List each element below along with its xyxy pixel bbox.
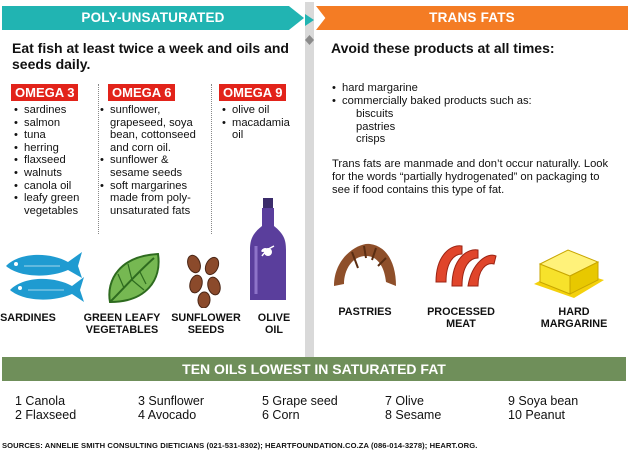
list-item: canola oil <box>14 180 100 193</box>
trans-fats-list: hard margarine commercially baked produc… <box>332 82 622 107</box>
omega6-label: OMEGA 6 <box>108 84 176 101</box>
sub-item: crisps <box>356 133 386 146</box>
omega9-label: OMEGA 9 <box>219 84 287 101</box>
greens-caption: GREEN LEAFY VEGETABLES <box>83 312 161 336</box>
sub-item: biscuits <box>356 108 394 120</box>
source-note: SOURCES: ANNELIE SMITH CONSULTING DIETIC… <box>2 441 478 450</box>
oil-item: 2 Flaxseed <box>15 408 77 422</box>
oil-item: 5 Grape seed <box>262 394 338 408</box>
list-item: sunflower & sesame seeds <box>100 154 210 179</box>
oil-item: 6 Corn <box>262 408 300 422</box>
sausage-icon <box>435 245 497 287</box>
trans-fats-header: TRANS FATS <box>316 6 628 30</box>
omega-separator <box>211 84 212 234</box>
list-item: soft margarines made from poly-unsaturat… <box>100 180 210 218</box>
list-item: tuna <box>14 129 100 142</box>
right-intro: Avoid these products at all times: <box>331 40 555 56</box>
pastries-caption: PASTRIES <box>338 306 392 318</box>
list-item: herring <box>14 142 100 155</box>
list-item: commercially baked products such as: <box>332 95 622 108</box>
omega3-label: OMEGA 3 <box>11 84 79 101</box>
oil-item: 1 Canola <box>15 394 66 408</box>
divider-arrow-icon <box>305 14 314 26</box>
list-item: sardines <box>14 104 100 117</box>
oil-item: 4 Avocado <box>138 408 197 422</box>
seeds-icon <box>187 254 221 308</box>
list-item: olive oil <box>222 104 304 117</box>
meat-caption: PROCESSED MEAT <box>427 306 495 330</box>
omega3-list: sardines salmon tuna herring flaxseed wa… <box>14 104 100 217</box>
ten-oils-band: TEN OILS LOWEST IN SATURATED FAT <box>2 357 626 381</box>
olive-oil-bottle-icon <box>250 198 286 300</box>
oil-item: 7 Olive <box>385 394 424 408</box>
omega6-list: sunflower, grapeseed, soya bean, cottons… <box>100 104 210 217</box>
omega9-list: olive oil macadamia oil <box>222 104 304 142</box>
margarine-caption: HARD MARGARINE <box>540 306 608 330</box>
polyunsaturated-header: POLY-UNSATURATED <box>2 6 304 30</box>
oil-item: 10 Peanut <box>508 408 565 422</box>
list-item: walnuts <box>14 167 100 180</box>
list-item: flaxseed <box>14 154 100 167</box>
sub-item: pastries <box>356 120 396 133</box>
divider-diamond-icon <box>305 35 314 45</box>
olive-caption: OLIVE OIL <box>257 312 291 336</box>
list-item: salmon <box>14 117 100 130</box>
butter-icon <box>534 249 604 298</box>
column-divider <box>305 2 314 358</box>
oil-item: 3 Sunflower <box>138 394 205 408</box>
seeds-caption: SUNFLOWER SEEDS <box>171 312 241 336</box>
croissant-icon <box>334 243 396 286</box>
oil-item: 8 Sesame <box>385 408 442 422</box>
trans-fats-note: Trans fats are manmade and don’t occur n… <box>332 158 609 196</box>
trans-sub-list: biscuits pastries crisps <box>332 108 395 146</box>
oil-item: 9 Soya bean <box>508 394 579 408</box>
list-item: macadamia oil <box>222 117 304 142</box>
list-item: sunflower, grapeseed, soya bean, cottons… <box>100 104 210 154</box>
list-item: hard margarine <box>332 82 622 95</box>
sardines-caption: SARDINES <box>0 312 56 324</box>
leaf-icon <box>108 252 160 304</box>
fish-icon <box>6 252 84 302</box>
list-item: leafy green vegetables <box>14 192 100 217</box>
left-intro: Eat fish at least twice a week and oils … <box>12 40 289 72</box>
